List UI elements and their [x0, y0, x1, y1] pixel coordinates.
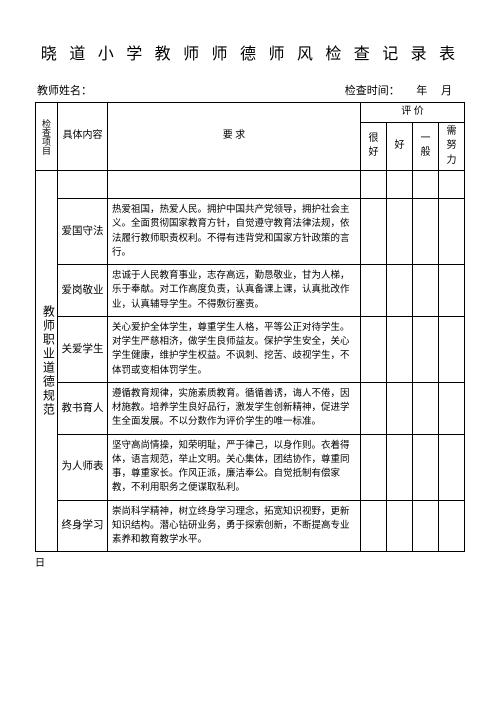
cell-eval	[361, 265, 387, 317]
cell-eval	[413, 500, 439, 552]
cell-eval	[361, 382, 387, 434]
month-char: 月	[441, 85, 452, 97]
cell-eval	[387, 265, 413, 317]
cell-eval	[361, 316, 387, 382]
cell-eval	[439, 316, 465, 382]
year-char: 年	[416, 85, 427, 97]
row-name: 终身学习	[58, 500, 108, 552]
row-desc: 遵循教育规律，实施素质教育。循循善诱，诲人不倦，因材施教。培养学生良好品行，激发…	[108, 382, 361, 434]
side-label-cell: 教师职业道德规范	[36, 171, 58, 552]
row-desc: 坚守高尚情操，知荣明耻，严于律己，以身作则。衣着得体，语言规范，举止文明。关心集…	[108, 434, 361, 500]
cell-eval	[439, 199, 465, 265]
cell-eval	[413, 171, 439, 199]
row-desc: 忠诚于人民教育事业，志存高远，勤恳敬业，甘为人梯，乐于奉献。对工作高度负责，认真…	[108, 265, 361, 317]
table-head-row1: 检查项目 具体内容 要 求 评 价	[36, 103, 465, 123]
cell-eval	[439, 171, 465, 199]
th-evaluation: 评 价	[361, 103, 465, 123]
check-time-label: 检查时间：	[345, 85, 400, 97]
th-eval-3: 需努力	[439, 122, 465, 171]
cell-eval	[439, 265, 465, 317]
row-name: 为人师表	[58, 434, 108, 500]
cell-eval	[413, 316, 439, 382]
cell-blank-desc	[108, 171, 361, 199]
table-row: 爱国守法 热爱祖国，热爱人民。拥护中国共产党领导，拥护社会主义。全面贯彻国家教育…	[36, 199, 465, 265]
row-name: 爱岗敬业	[58, 265, 108, 317]
cell-eval	[387, 434, 413, 500]
th-requirement: 要 求	[108, 103, 361, 171]
th-eval-0: 很好	[361, 122, 387, 171]
table-row: 终身学习 崇尚科学精神，树立终身学习理念，拓宽知识视野，更新知识结构。潜心钻研业…	[36, 500, 465, 552]
th-check-item: 检查项目	[36, 103, 58, 171]
table-row: 为人师表 坚守高尚情操，知荣明耻，严于律己，以身作则。衣着得体，语言规范，举止文…	[36, 434, 465, 500]
cell-eval	[413, 382, 439, 434]
th-eval-1: 好	[387, 122, 413, 171]
cell-eval	[413, 265, 439, 317]
cell-eval	[439, 434, 465, 500]
table-row: 教师职业道德规范	[36, 171, 465, 199]
side-label: 教师职业道德规范	[39, 305, 56, 417]
main-table: 检查项目 具体内容 要 求 评 价 很好 好 一般 需努力 教师职业道德规范 爱…	[35, 102, 465, 552]
header-row: 教师姓名： 检查时间： 年 月	[35, 82, 465, 98]
row-name: 爱国守法	[58, 199, 108, 265]
table-row: 爱岗敬业 忠诚于人民教育事业，志存高远，勤恳敬业，甘为人梯，乐于奉献。对工作高度…	[36, 265, 465, 317]
page-title: 晓 道 小 学 教 师 师 德 师 风 检 查 记 录 表	[35, 40, 465, 64]
footer-char: 日	[35, 554, 465, 569]
th-eval-2: 一般	[413, 122, 439, 171]
table-row: 教书育人 遵循教育规律，实施素质教育。循循善诱，诲人不倦，因材施教。培养学生良好…	[36, 382, 465, 434]
cell-eval	[387, 382, 413, 434]
th-content: 具体内容	[58, 103, 108, 171]
row-name: 教书育人	[58, 382, 108, 434]
cell-eval	[387, 171, 413, 199]
cell-eval	[361, 171, 387, 199]
row-name: 关爱学生	[58, 316, 108, 382]
cell-eval	[387, 316, 413, 382]
row-desc: 崇尚科学精神，树立终身学习理念，拓宽知识视野，更新知识结构。潜心钻研业务，勇于探…	[108, 500, 361, 552]
cell-eval	[439, 500, 465, 552]
cell-eval	[439, 382, 465, 434]
teacher-name-label: 教师姓名：	[37, 85, 92, 97]
table-row: 关爱学生 关心爱护全体学生，尊重学生人格，平等公正对待学生。对学生严慈相济，做学…	[36, 316, 465, 382]
cell-blank-name	[58, 171, 108, 199]
cell-eval	[413, 434, 439, 500]
cell-eval	[361, 500, 387, 552]
cell-eval	[387, 500, 413, 552]
row-desc: 关心爱护全体学生，尊重学生人格，平等公正对待学生。对学生严慈相济，做学生良师益友…	[108, 316, 361, 382]
cell-eval	[361, 434, 387, 500]
cell-eval	[413, 199, 439, 265]
row-desc: 热爱祖国，热爱人民。拥护中国共产党领导，拥护社会主义。全面贯彻国家教育方针，自觉…	[108, 199, 361, 265]
cell-eval	[361, 199, 387, 265]
cell-eval	[387, 199, 413, 265]
